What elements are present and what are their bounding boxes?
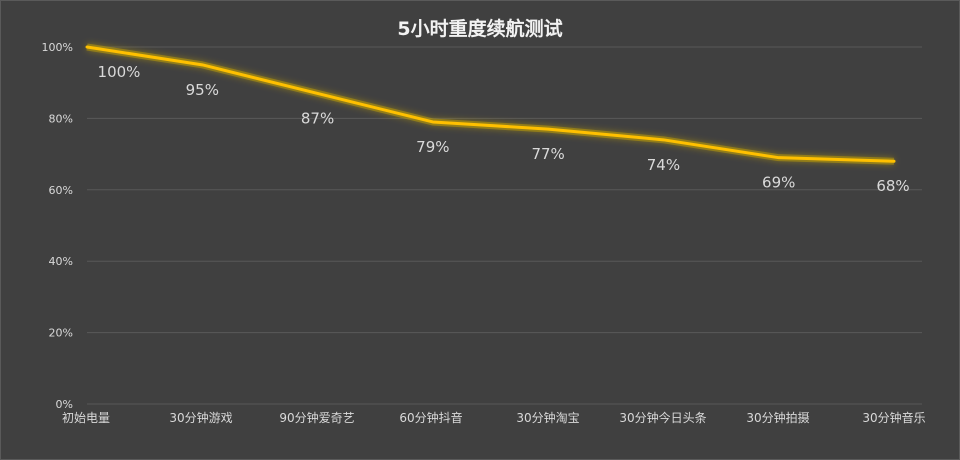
data-label: 100% <box>98 63 141 81</box>
y-tick-label: 40% <box>49 255 73 268</box>
x-tick-label: 30分钟游戏 <box>169 410 232 425</box>
x-tick-label: 30分钟今日头条 <box>619 410 706 425</box>
x-tick-label: 30分钟拍摄 <box>746 410 809 425</box>
data-label: 79% <box>416 138 449 156</box>
data-label: 68% <box>876 177 909 195</box>
x-tick-label: 30分钟音乐 <box>862 410 925 425</box>
data-label: 77% <box>531 145 564 163</box>
y-tick-label: 20% <box>49 327 73 340</box>
x-tick-label: 90分钟爱奇艺 <box>279 410 354 425</box>
data-label: 87% <box>301 109 334 127</box>
chart-title: 5小时重度续航测试 <box>397 17 562 40</box>
x-tick-label: 初始电量 <box>62 411 110 425</box>
data-label: 69% <box>762 174 795 192</box>
series-line <box>85 45 896 163</box>
y-tick-label: 80% <box>49 112 73 125</box>
series-line-glow <box>86 43 895 165</box>
y-tick-label: 100% <box>42 41 73 54</box>
x-tick-label: 30分钟淘宝 <box>516 410 579 425</box>
data-label: 95% <box>186 81 219 99</box>
x-tick-label: 60分钟抖音 <box>399 410 462 425</box>
y-tick-label: 60% <box>49 184 73 197</box>
y-tick-label: 0% <box>56 398 73 411</box>
data-label: 74% <box>647 156 680 174</box>
